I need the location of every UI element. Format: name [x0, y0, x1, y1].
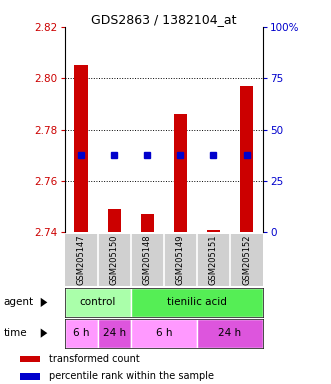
Bar	[197, 319, 263, 348]
Bar	[131, 288, 263, 317]
Text: GSM205150: GSM205150	[110, 235, 119, 285]
Bar	[131, 319, 197, 348]
Bar	[174, 114, 187, 232]
Text: tienilic acid: tienilic acid	[167, 297, 227, 308]
Text: 24 h: 24 h	[218, 328, 242, 338]
Text: 24 h: 24 h	[103, 328, 126, 338]
Title: GDS2863 / 1382104_at: GDS2863 / 1382104_at	[91, 13, 237, 26]
Bar	[65, 319, 98, 348]
Text: GSM205152: GSM205152	[242, 235, 251, 285]
Bar	[20, 373, 40, 379]
Bar	[141, 214, 154, 232]
Text: agent: agent	[3, 297, 33, 308]
Text: control: control	[79, 297, 116, 308]
Bar	[98, 319, 131, 348]
Text: GSM205148: GSM205148	[143, 235, 152, 285]
Text: percentile rank within the sample: percentile rank within the sample	[49, 371, 214, 381]
Bar	[74, 65, 88, 232]
Bar	[207, 230, 220, 232]
Text: GSM205149: GSM205149	[176, 235, 185, 285]
Text: 6 h: 6 h	[73, 328, 89, 338]
Text: 6 h: 6 h	[156, 328, 172, 338]
Text: GSM205151: GSM205151	[209, 235, 218, 285]
Bar	[108, 209, 121, 232]
Bar	[20, 356, 40, 362]
Bar	[65, 288, 131, 317]
Text: time: time	[3, 328, 27, 338]
Bar	[240, 86, 253, 232]
Text: GSM205147: GSM205147	[76, 235, 86, 285]
Text: transformed count: transformed count	[49, 354, 140, 364]
